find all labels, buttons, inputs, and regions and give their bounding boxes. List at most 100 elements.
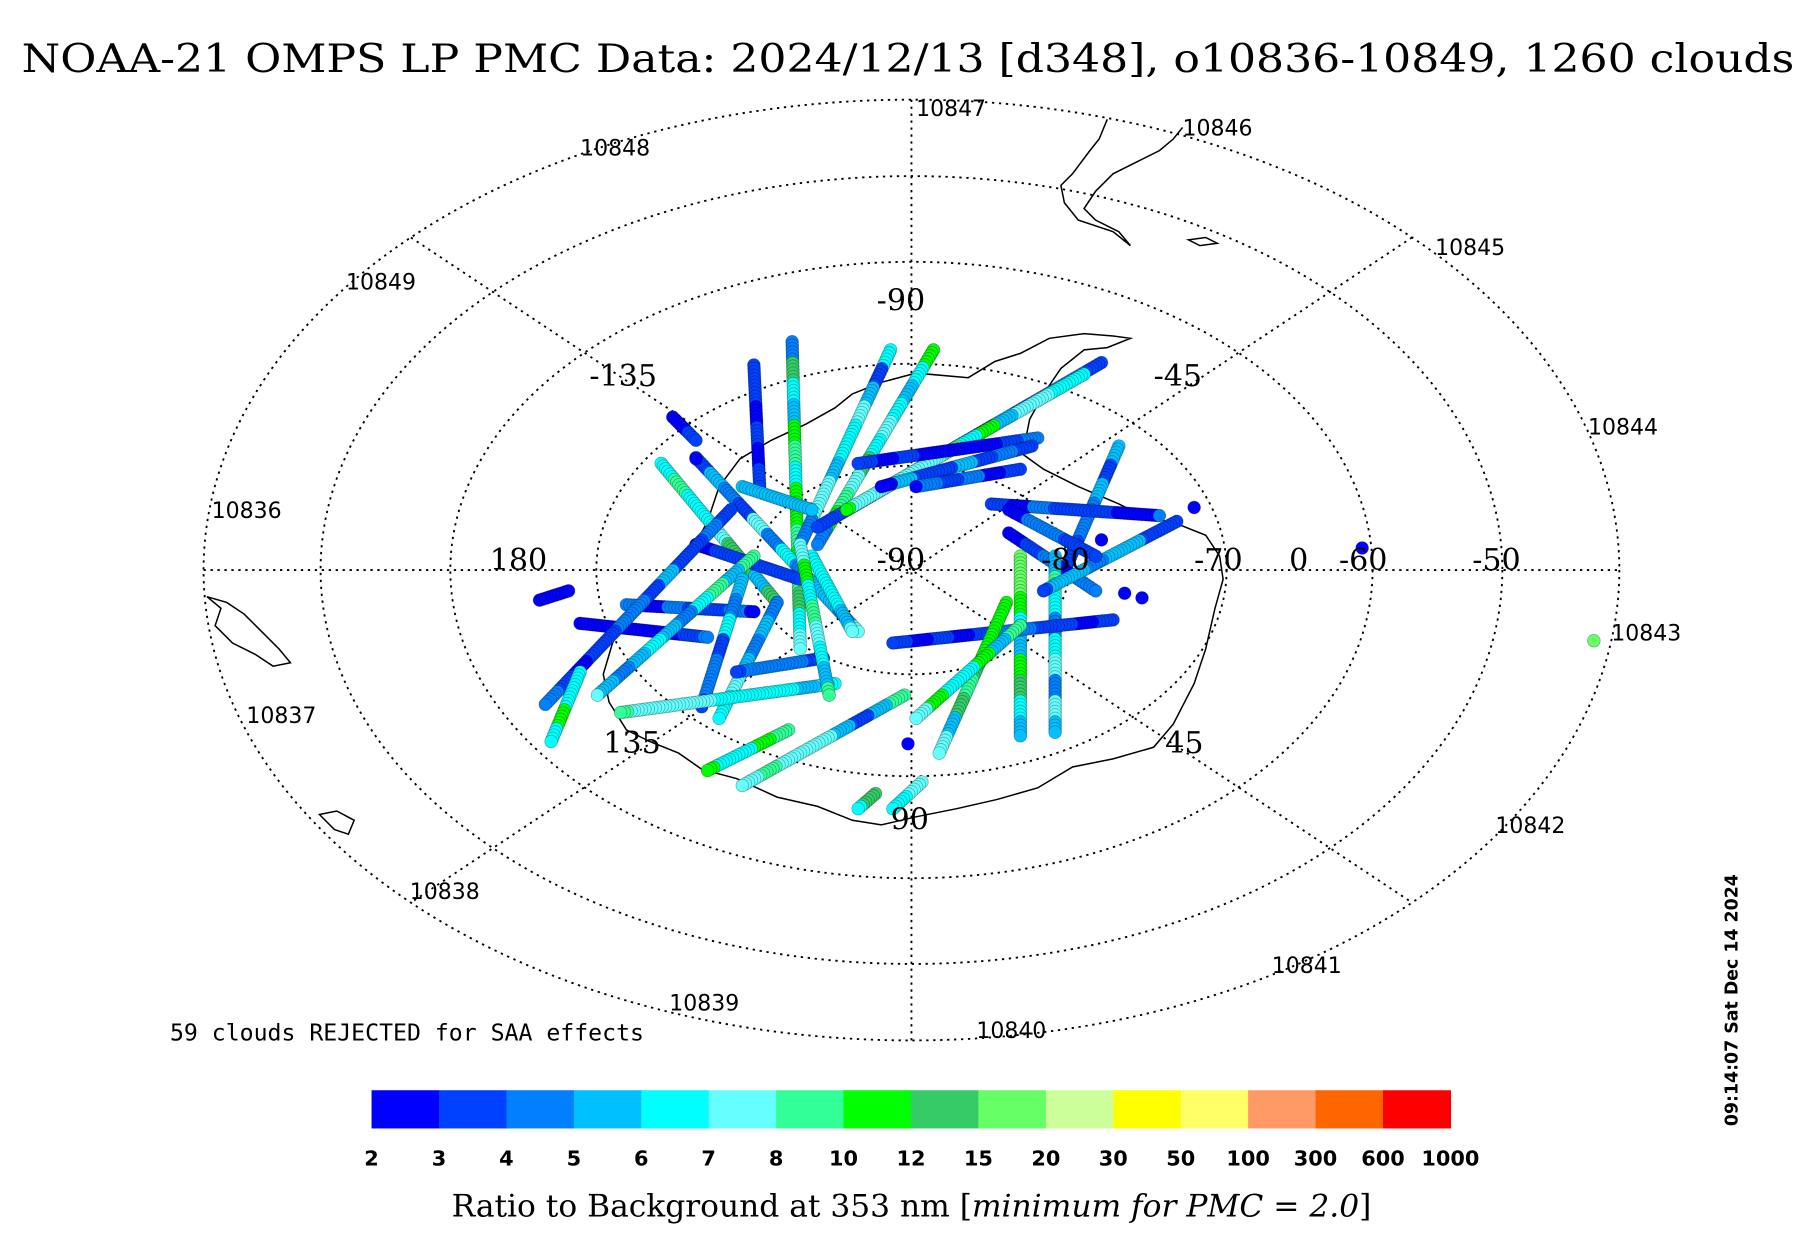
cloud-point: [901, 737, 915, 751]
lon-label-top: -90: [877, 284, 926, 319]
colorbar-tick-label: 8: [769, 1147, 784, 1171]
colorbar-tick-label: 4: [499, 1147, 514, 1171]
cloud-point: [845, 624, 860, 639]
colorbar-label-italic: minimum for PMC = 2.0: [972, 1189, 1359, 1225]
colorbar-tick-label: 5: [567, 1147, 582, 1171]
orbit-label: 10849: [346, 271, 416, 296]
cloud-point: [729, 665, 744, 679]
cloud-point: [1088, 549, 1103, 563]
lon-label-bottom-right: 45: [1165, 726, 1203, 761]
cloud-point: [909, 711, 923, 726]
orbit-label: 10838: [410, 880, 480, 905]
lon-label-bottom-left: 135: [603, 726, 660, 761]
bracket-close: ]: [1359, 1189, 1371, 1225]
cloud-point: [839, 503, 854, 517]
figure-title: NOAA-21 OMPS LP PMC Data: 2024/12/13 [d3…: [22, 36, 1795, 82]
lat-label: -70: [1194, 543, 1243, 578]
colorbar-swatch: [371, 1090, 440, 1129]
colorbar-swatch: [438, 1090, 507, 1129]
colorbar-swatch: [708, 1090, 777, 1129]
meridian-line: [410, 236, 1413, 904]
orbit-label: 10848: [580, 136, 650, 161]
new-zealand-coastline: [206, 595, 292, 667]
orbit-label: 10845: [1435, 236, 1505, 261]
lat-circle: [202, 98, 1621, 1042]
colorbar-tick-label: 7: [701, 1147, 716, 1171]
lon-label-top-left: -135: [589, 359, 657, 394]
cloud-point: [689, 433, 703, 447]
bracket-open: [: [960, 1189, 972, 1225]
cloud-point: [886, 801, 900, 816]
colorbar-tick-label: 10: [829, 1147, 858, 1171]
colorbar-tick-label: 600: [1361, 1147, 1405, 1171]
orbit-label: 10839: [669, 991, 739, 1016]
orbit-label: 10841: [1272, 954, 1342, 979]
cloud-tracks: [532, 335, 1601, 816]
colorbar-swatch: [1045, 1090, 1114, 1129]
colorbar-tick-label: 1000: [1421, 1147, 1479, 1171]
colorbar-tick-label: 100: [1226, 1147, 1270, 1171]
orbit-label: 10837: [246, 704, 316, 729]
cloud-point: [712, 711, 726, 726]
cloud-point: [932, 746, 946, 760]
orbit-labels: 10836 10837 10838 10839 10840 10841 1084…: [212, 97, 1682, 1044]
cloud-point: [700, 763, 715, 778]
cloud-point: [1036, 584, 1051, 598]
cloud-point: [544, 734, 558, 749]
cloud-point: [874, 479, 889, 494]
cloud-point: [851, 456, 865, 471]
orbit-label: 10836: [212, 499, 282, 524]
colorbar-swatch: [641, 1090, 710, 1129]
lon-label-right: 0: [1289, 543, 1308, 578]
lon-label-left: 180: [490, 543, 547, 578]
orbit-label: 10840: [976, 1019, 1046, 1044]
cloud-point: [1094, 533, 1109, 547]
cloud-point: [810, 537, 825, 552]
colorbar-swatch: [1382, 1090, 1452, 1129]
cloud-point: [700, 630, 715, 644]
cloud-point: [1088, 584, 1103, 598]
cloud-point: [886, 636, 900, 650]
colorbar-tick-label: 20: [1031, 1147, 1060, 1171]
cloud-point: [1152, 508, 1167, 523]
timestamp: 09:14:07 Sat Dec 14 2024: [1723, 874, 1743, 1126]
lon-label-bottom: 90: [891, 803, 929, 838]
island-coastline: [317, 810, 356, 836]
colorbar-tick-label: 30: [1099, 1147, 1128, 1171]
cloud-point: [793, 642, 807, 656]
rejected-note: 59 clouds REJECTED for SAA effects: [170, 1019, 644, 1046]
cloud-point: [1048, 725, 1062, 739]
colorbar-label: Ratio to Background at 353 nm [minimum f…: [452, 1189, 1372, 1225]
cloud-point: [1187, 500, 1201, 515]
cloud-point: [1587, 633, 1601, 648]
colorbar-label-main: Ratio to Background at 353 nm: [452, 1189, 960, 1225]
longitude-labels: -90 -45 0 45 90 135 180 -135 -90 -80 -70…: [490, 284, 1521, 838]
colorbar-swatch: [1315, 1090, 1384, 1129]
colorbar-tick-label: 2: [364, 1147, 379, 1171]
orbit-label: 10847: [916, 97, 986, 122]
cloud-point: [1013, 728, 1028, 743]
meridian-line: [410, 236, 1413, 904]
colorbar-swatch: [1113, 1090, 1182, 1129]
colorbar-swatch: [506, 1090, 575, 1129]
colorbar-swatch: [776, 1090, 845, 1129]
lat-label: -80: [1041, 543, 1090, 578]
cloud-point: [1135, 591, 1149, 605]
colorbar-tick-label: 50: [1166, 1147, 1195, 1171]
south-america-coastline: [1060, 119, 1184, 247]
cloud-point: [613, 705, 628, 720]
center-label: -90: [877, 543, 926, 578]
orbit-label: 10844: [1588, 415, 1658, 440]
cloud-point: [810, 520, 825, 534]
cloud-point: [1355, 541, 1369, 555]
cloud-point: [909, 479, 923, 494]
cloud-point: [561, 584, 576, 598]
colorbar-tick-label: 6: [634, 1147, 649, 1171]
colorbar-swatch: [843, 1090, 912, 1129]
antarctica-coastline: [602, 332, 1224, 826]
colorbar-ticks: 2 3 4 5 6 7 8 10 12 15 20 30 50 100 300 600 1000: [364, 1147, 1479, 1171]
cloud-point: [1117, 586, 1132, 600]
colorbar-swatch: [978, 1090, 1047, 1129]
colorbar-swatch: [1180, 1090, 1249, 1129]
